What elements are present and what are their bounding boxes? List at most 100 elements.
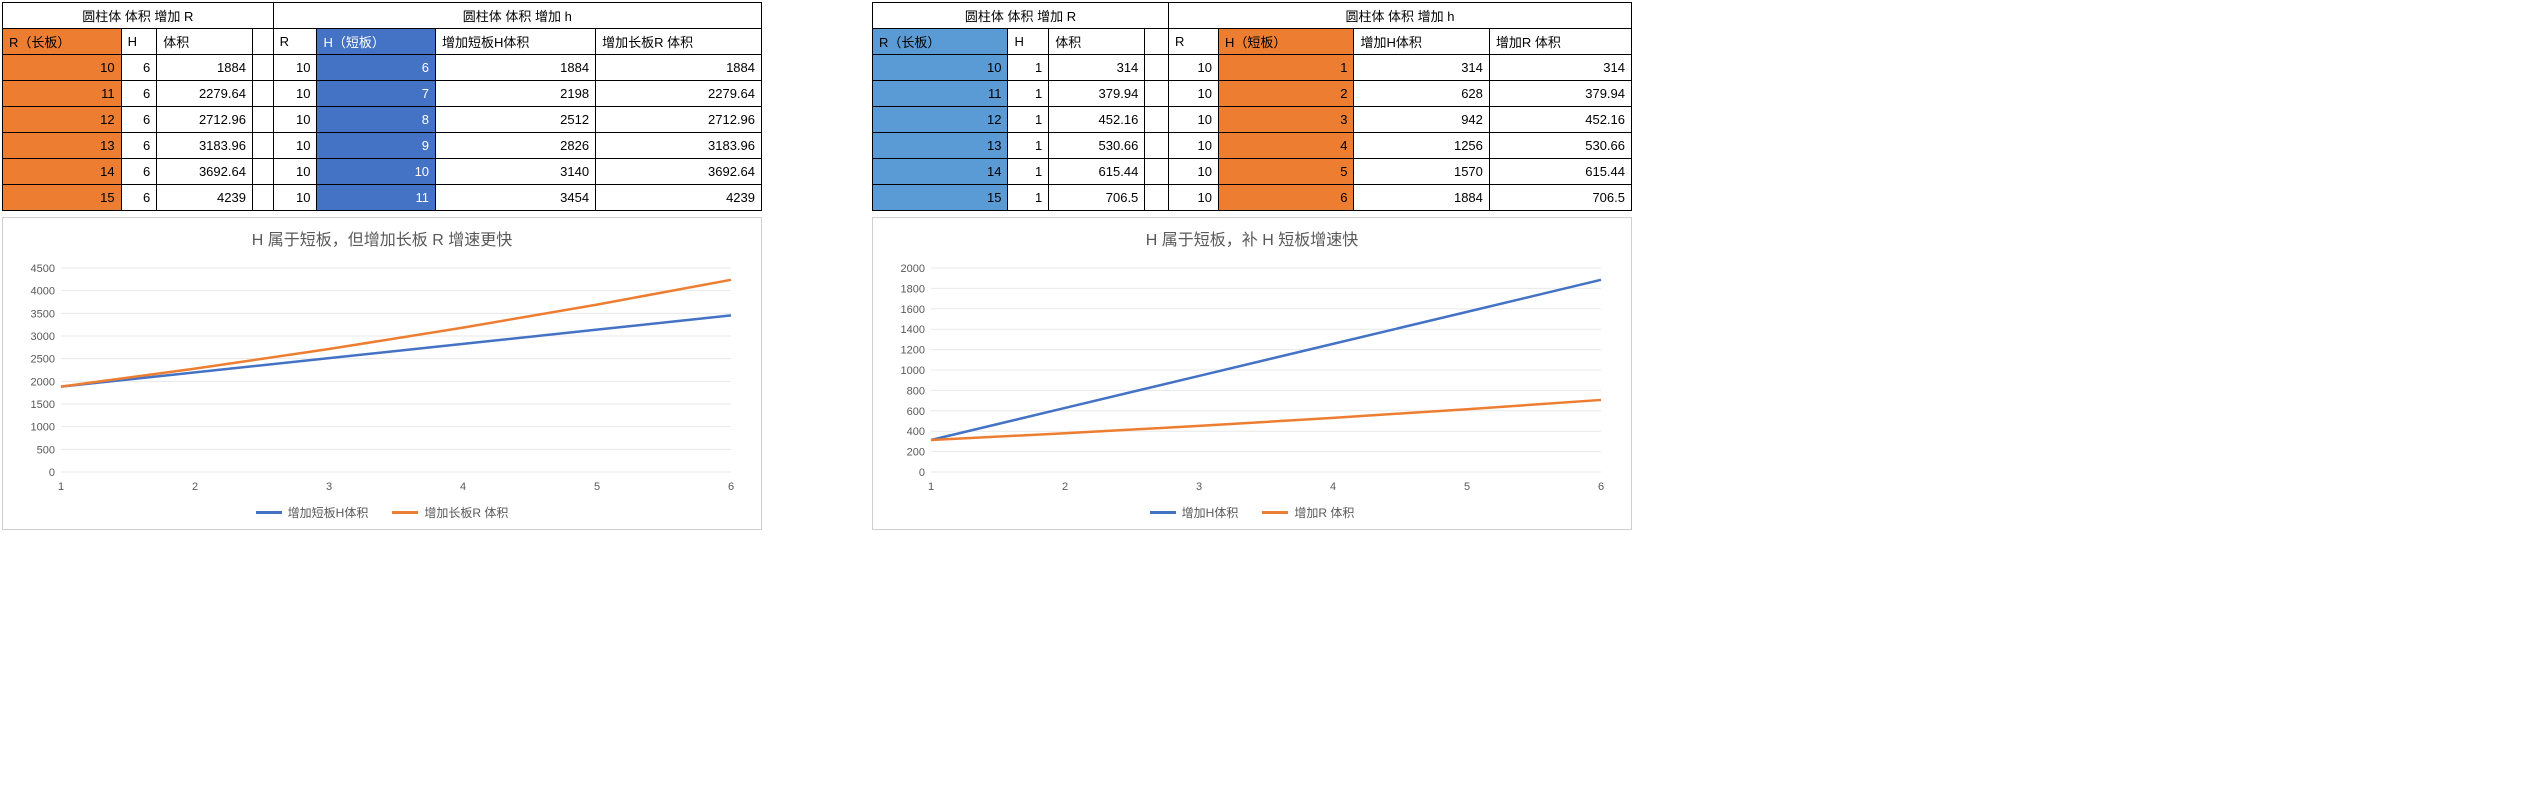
table-cell[interactable]: 615.44 — [1049, 159, 1145, 185]
table-cell[interactable]: 9 — [317, 133, 436, 159]
table-cell[interactable]: 10 — [1168, 159, 1218, 185]
table-cell[interactable] — [1145, 55, 1169, 81]
table-cell[interactable]: 12 — [873, 107, 1008, 133]
table-cell[interactable]: 6 — [121, 185, 157, 211]
table-cell[interactable]: 15 — [3, 185, 122, 211]
table-cell[interactable]: 11 — [873, 81, 1008, 107]
table-cell[interactable]: 15 — [873, 185, 1008, 211]
table-cell[interactable]: 706.5 — [1489, 185, 1631, 211]
table-cell[interactable]: 13 — [873, 133, 1008, 159]
table-cell[interactable]: 14 — [3, 159, 122, 185]
table-cell[interactable]: 12 — [3, 107, 122, 133]
table-cell[interactable]: 6 — [121, 81, 157, 107]
table-cell[interactable]: 5 — [1218, 159, 1353, 185]
table-cell[interactable]: 379.94 — [1489, 81, 1631, 107]
table-cell[interactable]: 1 — [1218, 55, 1353, 81]
table-cell[interactable]: 1 — [1008, 55, 1049, 81]
table-cell[interactable]: 10 — [1168, 133, 1218, 159]
table-cell[interactable]: 3183.96 — [596, 133, 762, 159]
table-cell[interactable]: 314 — [1489, 55, 1631, 81]
table-cell[interactable]: 10 — [1168, 185, 1218, 211]
table-cell[interactable]: 615.44 — [1489, 159, 1631, 185]
table-cell[interactable]: 942 — [1354, 107, 1489, 133]
table-cell[interactable]: 11 — [3, 81, 122, 107]
table-cell[interactable]: 3140 — [436, 159, 596, 185]
table-cell[interactable]: 6 — [121, 133, 157, 159]
table-cell[interactable]: 2712.96 — [157, 107, 253, 133]
table-cell[interactable]: 314 — [1049, 55, 1145, 81]
table-cell[interactable]: 1884 — [157, 55, 253, 81]
table-cell[interactable] — [1145, 185, 1169, 211]
table-cell[interactable]: 628 — [1354, 81, 1489, 107]
table-cell[interactable]: 2198 — [436, 81, 596, 107]
table-cell[interactable]: 10 — [873, 55, 1008, 81]
table-cell[interactable]: 530.66 — [1049, 133, 1145, 159]
table-cell[interactable]: 3692.64 — [157, 159, 253, 185]
table-cell[interactable]: 3 — [1218, 107, 1353, 133]
table-cell[interactable]: 2826 — [436, 133, 596, 159]
table-cell[interactable]: 2279.64 — [596, 81, 762, 107]
table-cell[interactable]: 1884 — [596, 55, 762, 81]
table-cell[interactable]: 1 — [1008, 133, 1049, 159]
table-cell[interactable] — [252, 185, 273, 211]
table-cell[interactable] — [252, 81, 273, 107]
table-cell[interactable]: 2712.96 — [596, 107, 762, 133]
table-cell[interactable]: 6 — [1218, 185, 1353, 211]
legend-item: 增加R 体积 — [1262, 504, 1354, 521]
table-cell[interactable]: 10 — [273, 81, 317, 107]
table-cell[interactable]: 10 — [1168, 107, 1218, 133]
table-cell[interactable]: 3692.64 — [596, 159, 762, 185]
table-cell[interactable] — [252, 55, 273, 81]
table-cell[interactable]: 1256 — [1354, 133, 1489, 159]
table-cell[interactable]: 1884 — [1354, 185, 1489, 211]
table-cell[interactable] — [252, 107, 273, 133]
table-cell[interactable]: 10 — [3, 55, 122, 81]
table-cell[interactable] — [1145, 81, 1169, 107]
table-cell[interactable]: 3183.96 — [157, 133, 253, 159]
table-cell[interactable]: 7 — [317, 81, 436, 107]
table-cell[interactable] — [1145, 133, 1169, 159]
table-cell[interactable]: 10 — [1168, 55, 1218, 81]
table-cell[interactable]: 314 — [1354, 55, 1489, 81]
table-cell[interactable]: 10 — [317, 159, 436, 185]
table-cell[interactable]: 530.66 — [1489, 133, 1631, 159]
table-cell[interactable]: 14 — [873, 159, 1008, 185]
svg-text:4: 4 — [1330, 481, 1336, 493]
table-cell[interactable] — [252, 133, 273, 159]
table-cell[interactable]: 379.94 — [1049, 81, 1145, 107]
table-cell[interactable]: 2512 — [436, 107, 596, 133]
svg-text:2500: 2500 — [31, 354, 55, 366]
table-cell[interactable]: 1 — [1008, 185, 1049, 211]
table-cell[interactable]: 452.16 — [1049, 107, 1145, 133]
table-cell[interactable]: 4 — [1218, 133, 1353, 159]
table-cell[interactable]: 10 — [273, 185, 317, 211]
table-cell[interactable]: 6 — [121, 159, 157, 185]
table-cell[interactable]: 6 — [317, 55, 436, 81]
table-cell[interactable]: 1 — [1008, 107, 1049, 133]
table-cell[interactable]: 10 — [273, 107, 317, 133]
table-cell[interactable]: 11 — [317, 185, 436, 211]
table-cell[interactable]: 706.5 — [1049, 185, 1145, 211]
table-cell[interactable]: 1570 — [1354, 159, 1489, 185]
table-cell[interactable]: 6 — [121, 55, 157, 81]
table-cell[interactable] — [252, 159, 273, 185]
table-cell[interactable]: 1 — [1008, 81, 1049, 107]
table-cell[interactable]: 10 — [273, 159, 317, 185]
table-cell[interactable]: 2 — [1218, 81, 1353, 107]
table-cell[interactable]: 1884 — [436, 55, 596, 81]
table-cell[interactable]: 2279.64 — [157, 81, 253, 107]
table-cell[interactable]: 10 — [273, 133, 317, 159]
table-cell[interactable]: 10 — [273, 55, 317, 81]
table-cell[interactable]: 452.16 — [1489, 107, 1631, 133]
table-cell[interactable]: 13 — [3, 133, 122, 159]
table-cell[interactable]: 10 — [1168, 81, 1218, 107]
table-cell[interactable]: 6 — [121, 107, 157, 133]
table-cell[interactable]: 4239 — [596, 185, 762, 211]
table-cell[interactable]: 8 — [317, 107, 436, 133]
svg-text:1500: 1500 — [31, 399, 55, 411]
table-cell[interactable]: 1 — [1008, 159, 1049, 185]
table-cell[interactable] — [1145, 107, 1169, 133]
table-cell[interactable] — [1145, 159, 1169, 185]
table-cell[interactable]: 3454 — [436, 185, 596, 211]
table-cell[interactable]: 4239 — [157, 185, 253, 211]
